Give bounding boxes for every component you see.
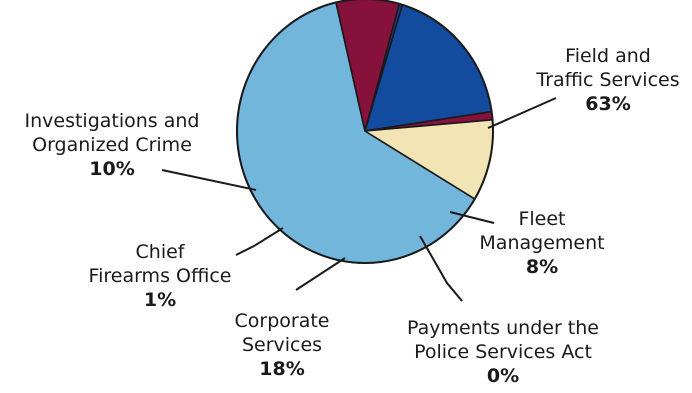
leader-line-3 <box>419 235 463 302</box>
leader-lines <box>161 97 557 302</box>
slice-label-1-line-1: Field and <box>565 45 651 67</box>
slice-label-5-line-2: Firearms Office <box>89 265 232 287</box>
slice-label-3-line-1: Payments under the <box>407 317 599 339</box>
pie-outline <box>236 0 494 264</box>
leader-line-1 <box>487 97 557 129</box>
leader-line-5 <box>235 227 284 256</box>
slice-percent-1: 63% <box>585 93 630 115</box>
slice-percent-5: 1% <box>144 289 176 311</box>
slice-percent-2: 8% <box>526 256 558 278</box>
slice-percent-6: 10% <box>89 158 134 180</box>
leader-line-6 <box>161 169 257 191</box>
leader-line-4 <box>295 257 346 291</box>
slice-label-2-line-1: Fleet <box>518 208 565 230</box>
slice-percent-3: 0% <box>487 365 519 387</box>
slice-percent-4: 18% <box>259 358 304 380</box>
slice-label-2-line-2: Management <box>479 232 604 254</box>
pie-slices <box>236 0 494 264</box>
slice-label-4-line-1: Corporate <box>235 310 330 332</box>
slice-label-4-line-2: Services <box>242 334 322 356</box>
slice-label-1-line-2: Traffic Services <box>535 69 679 91</box>
leader-line-2 <box>449 211 495 224</box>
slice-label-3-line-2: Police Services Act <box>414 341 592 363</box>
slice-label-6-line-2: Organized Crime <box>32 134 192 156</box>
slice-label-5-line-1: Chief <box>136 241 186 263</box>
slice-label-6-line-1: Investigations and <box>25 110 200 132</box>
